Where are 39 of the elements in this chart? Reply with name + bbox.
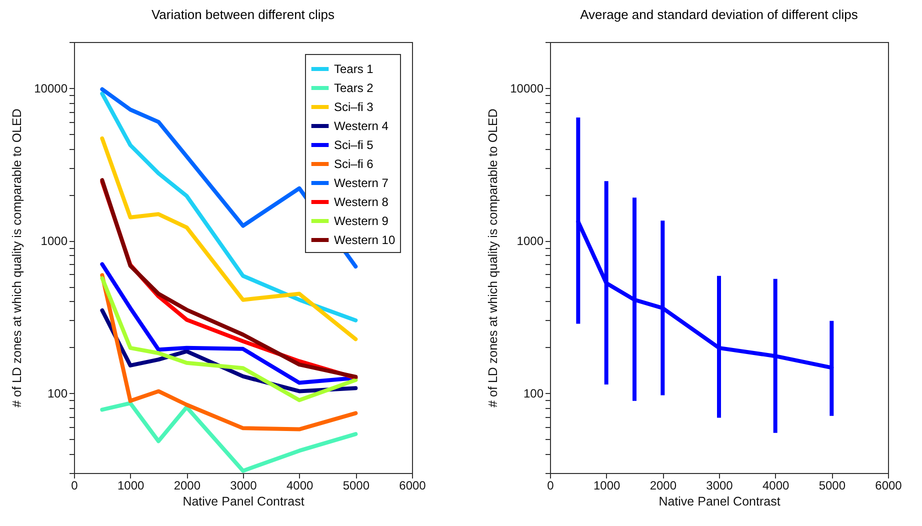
legend-label: Western 7 (334, 176, 389, 190)
legend-label: Western 9 (334, 214, 389, 228)
x-tick-label: 6000 (399, 478, 426, 492)
x-tick-label: 1000 (593, 478, 621, 492)
x-axis-title: Native Panel Contrast (658, 494, 781, 508)
x-tick-label: 5000 (818, 478, 846, 492)
legend-label: Western 8 (334, 195, 389, 209)
x-tick-label: 6000 (875, 478, 902, 492)
y-tick-label: 1000 (516, 234, 544, 248)
x-tick-label: 0 (547, 478, 554, 492)
x-tick-label: 3000 (706, 478, 734, 492)
legend-label: Tears 1 (334, 62, 374, 76)
x-tick-label: 4000 (286, 478, 314, 492)
x-tick-label: 2000 (174, 478, 201, 492)
y-axis-title: # of LD zones at which quality is comparable to OLED (10, 108, 24, 408)
x-tick-label: 4000 (762, 478, 790, 492)
line-series (100, 401, 358, 473)
legend-label: Western 4 (334, 119, 389, 133)
chart-title: Variation between different clips (151, 7, 336, 22)
x-tick-label: 1000 (117, 478, 145, 492)
y-tick-label: 10000 (510, 81, 544, 96)
x-tick-label: 0 (71, 478, 78, 492)
x-tick-label: 2000 (650, 478, 677, 492)
line-series (100, 273, 358, 432)
chart-title: Average and standard deviation of different clips (580, 7, 858, 22)
line-series (100, 276, 358, 402)
y-tick-label: 10000 (34, 81, 68, 96)
x-tick-label: 3000 (230, 478, 258, 492)
x-axis-title: Native Panel Contrast (182, 494, 305, 508)
y-tick-label: 100 (47, 386, 68, 401)
y-tick-label: 1000 (40, 234, 68, 248)
legend-label: Sci–fi 3 (334, 100, 374, 114)
y-axis-title: # of LD zones at which quality is comparable to OLED (486, 108, 500, 408)
x-tick-label: 5000 (342, 478, 370, 492)
y-tick-label: 100 (523, 386, 544, 401)
legend-label: Western 10 (334, 233, 396, 247)
legend-label: Sci–fi 6 (334, 157, 374, 171)
legend-label: Tears 2 (334, 81, 374, 95)
legend-label: Sci–fi 5 (334, 138, 374, 152)
